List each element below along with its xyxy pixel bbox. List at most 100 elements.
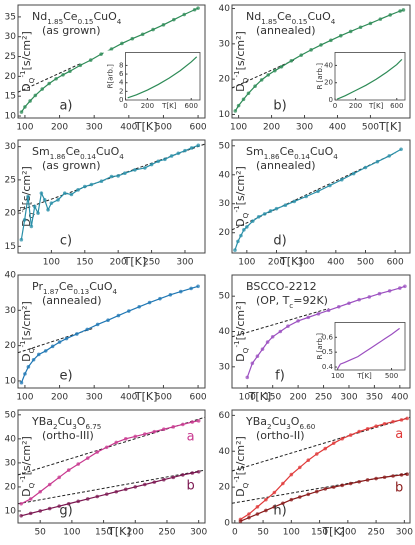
data-point xyxy=(32,204,37,209)
data-point xyxy=(85,497,90,501)
inset-y-tick-label: 0 xyxy=(329,96,333,104)
data-point xyxy=(152,429,157,434)
data-point xyxy=(265,340,270,344)
data-point xyxy=(192,7,197,12)
y-tick-label: 30 xyxy=(5,32,17,42)
inset-background xyxy=(313,320,407,382)
x-tick-label: 200 xyxy=(127,528,144,538)
data-point xyxy=(306,315,311,320)
x-tick-label: 250 xyxy=(143,258,160,268)
x-tick-label: 50 xyxy=(34,528,46,538)
data-point xyxy=(57,340,62,344)
data-point xyxy=(116,174,120,178)
text-part: D xyxy=(20,488,33,496)
data-point xyxy=(246,91,251,96)
x-tick-label: 300 xyxy=(296,123,313,133)
y-tick-label: 10 xyxy=(5,112,17,122)
data-point xyxy=(247,512,251,516)
y-tick-label: 30 xyxy=(5,142,17,152)
plot-frame xyxy=(231,139,411,254)
data-point xyxy=(314,489,319,494)
inset-x-tick-label: 0 xyxy=(123,102,127,110)
text-part: -1 xyxy=(232,205,241,212)
data-point xyxy=(289,497,294,502)
data-point xyxy=(316,312,321,316)
panel-subtitle: (as grown) xyxy=(42,159,101,172)
data-point xyxy=(298,465,302,470)
data-point xyxy=(256,214,261,219)
x-tick-label: 300 xyxy=(298,258,315,268)
text-part: D xyxy=(20,218,33,226)
data-point xyxy=(76,499,81,504)
y-tick-label: 40 xyxy=(219,327,231,337)
x-tick-label: 200 xyxy=(110,258,127,268)
panel-label: b) xyxy=(273,99,286,114)
text-part: 0.15 xyxy=(78,17,94,26)
data-point xyxy=(66,468,71,472)
data-point xyxy=(331,441,336,445)
data-point xyxy=(378,17,383,21)
x-tick-label: 0 xyxy=(232,528,238,538)
data-point xyxy=(95,322,100,327)
x-tick-label: 200 xyxy=(51,393,68,403)
x-tick-label: 200 xyxy=(290,393,307,403)
x-axis-label: T[K] xyxy=(321,525,345,538)
data-point xyxy=(189,146,194,150)
x-tick-label: 500 xyxy=(155,393,172,403)
data-point xyxy=(399,418,404,422)
data-point xyxy=(47,506,52,511)
x-tick-label: 250 xyxy=(368,528,385,538)
y-tick-label: 60 xyxy=(219,411,231,421)
series-name: b xyxy=(395,481,403,496)
data-point xyxy=(183,148,187,153)
data-point xyxy=(196,6,200,10)
x-tick-label: 400 xyxy=(391,393,408,403)
text-part: Q xyxy=(241,482,250,488)
data-point xyxy=(239,233,243,238)
x-tick-label: 100 xyxy=(238,258,255,268)
text-part: D xyxy=(20,353,33,361)
data-point xyxy=(176,151,181,156)
x-tick-label: 150 xyxy=(95,528,112,538)
data-point xyxy=(190,471,195,475)
data-point xyxy=(266,73,271,77)
inset-x-label: T[K] xyxy=(161,102,177,110)
data-point xyxy=(348,433,353,437)
text-part: (annealed) xyxy=(42,294,102,307)
x-tick-label: 200 xyxy=(268,258,285,268)
inset-x-tick-label: 500 xyxy=(385,372,398,380)
text-part: D xyxy=(234,83,247,91)
y-tick-label: 20 xyxy=(219,228,231,238)
x-tick-label: 350 xyxy=(366,393,383,403)
inset-frame xyxy=(334,52,406,101)
y-axis-label: DQ-1[s/cm²] xyxy=(18,166,36,227)
data-point xyxy=(289,58,294,63)
text-part: Q xyxy=(27,347,36,353)
text-part: 4 xyxy=(333,152,338,161)
data-point xyxy=(64,336,69,341)
inset-frame xyxy=(334,322,406,371)
data-point xyxy=(316,189,320,194)
text-part: 6.75 xyxy=(85,422,101,431)
data-point xyxy=(133,434,138,439)
data-point xyxy=(36,211,40,215)
data-point xyxy=(272,505,277,509)
data-point xyxy=(255,354,260,359)
y-axis-label: DQ-1[s/cm²] xyxy=(18,301,36,362)
data-point xyxy=(337,304,341,309)
y-tick-label: 30 xyxy=(219,39,231,49)
x-tick-label: 600 xyxy=(189,393,206,403)
data-point xyxy=(388,13,393,17)
text-part: (ortho-II) xyxy=(256,429,305,442)
y-tick-label: 50 xyxy=(219,292,231,302)
data-point xyxy=(255,512,260,516)
text-part: 0.15 xyxy=(292,17,308,26)
y-tick-label: 10 xyxy=(5,506,17,516)
plot-frame xyxy=(231,4,411,119)
text-part: Ce xyxy=(66,145,81,158)
inset-x-tick-label: 600 xyxy=(185,102,198,110)
fit-line xyxy=(231,308,329,338)
x-axis-label: T[K] xyxy=(107,525,131,538)
text-part: -1 xyxy=(18,205,27,212)
x-tick-label: 300 xyxy=(190,528,207,538)
